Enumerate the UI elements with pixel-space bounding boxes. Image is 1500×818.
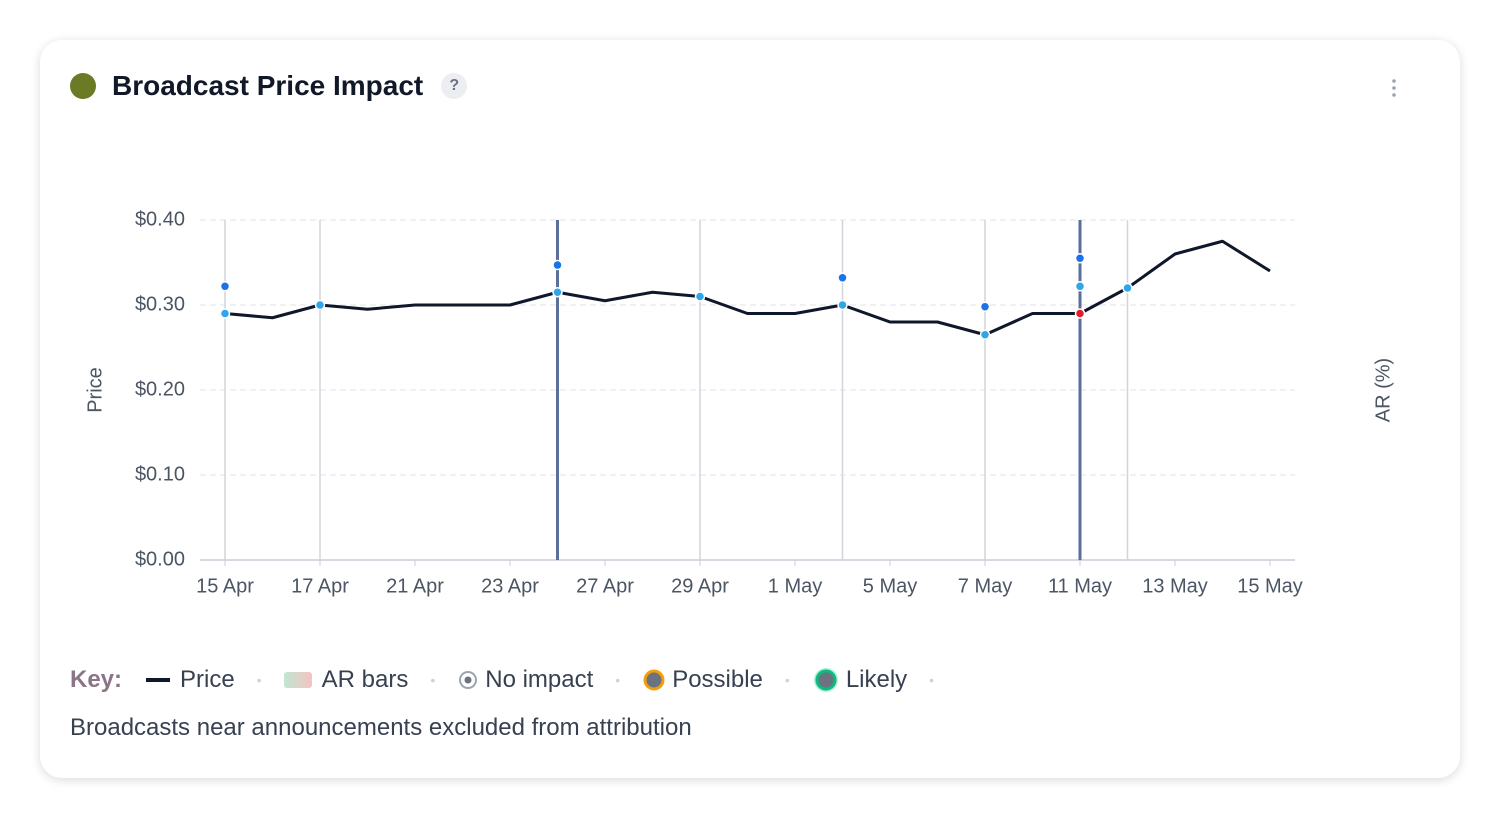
x-tick-label: 17 Apr [291,575,349,597]
x-tick-label: 7 May [958,575,1012,597]
status-dot [70,73,96,99]
y-tick-label: $0.00 [135,548,185,570]
key-label: Key: [70,666,123,693]
x-tick-label: 1 May [768,575,822,597]
y-tick-label: $0.30 [135,293,185,315]
broadcast-point [1074,308,1086,319]
x-tick-label: 29 Apr [671,575,729,597]
broadcast-point [1122,282,1133,294]
broadcast-point [694,291,706,302]
note: Broadcasts near announcements excluded f… [70,714,692,741]
x-tick-label: 15 Apr [196,575,254,597]
ar-marker [219,281,231,292]
broadcast-point [979,329,991,340]
key-item: No impact [485,666,594,693]
x-tick-label: 23 Apr [481,575,539,597]
broadcast-point [552,287,563,298]
price-line [224,239,1271,337]
key-item: Likely [845,666,908,693]
y-axis-label: Price [84,367,106,413]
ar-marker [979,301,991,312]
x-tick-label: 5 May [863,575,917,597]
x-tick-label: 13 May [1142,575,1208,597]
ar-marker [1074,253,1086,264]
x-tick-label: 21 Apr [386,575,444,597]
menu-button[interactable] [1390,78,1398,98]
ar-marker [1074,281,1086,292]
key-item: Price [180,666,235,693]
x-tick-label: 15 May [1237,575,1303,597]
y-tick-label: $0.20 [135,378,185,400]
ar-marker [552,259,563,271]
x-tick-label: 11 May [1048,575,1112,597]
card: Broadcast Price Impact ? Key: Price • AR… [40,40,1460,778]
key-item: Possible [672,666,763,693]
y-tick-label: $0.40 [135,208,185,230]
x-tick-label: 27 Apr [576,575,634,597]
y-tick-label: $0.10 [135,463,185,485]
help-button[interactable]: ? [441,73,468,99]
ar-marker [837,272,848,284]
y2-axis-label: AR (%) [1372,358,1394,422]
header: Broadcast Price Impact ? [70,70,468,102]
broadcast-point [219,308,231,319]
broadcast-point [314,299,326,311]
key: Key: Price • AR bars • No impact • Possi… [70,666,935,693]
card-title: Broadcast Price Impact [112,70,424,101]
broadcast-point [837,299,848,311]
key-item: AR bars [321,666,409,693]
